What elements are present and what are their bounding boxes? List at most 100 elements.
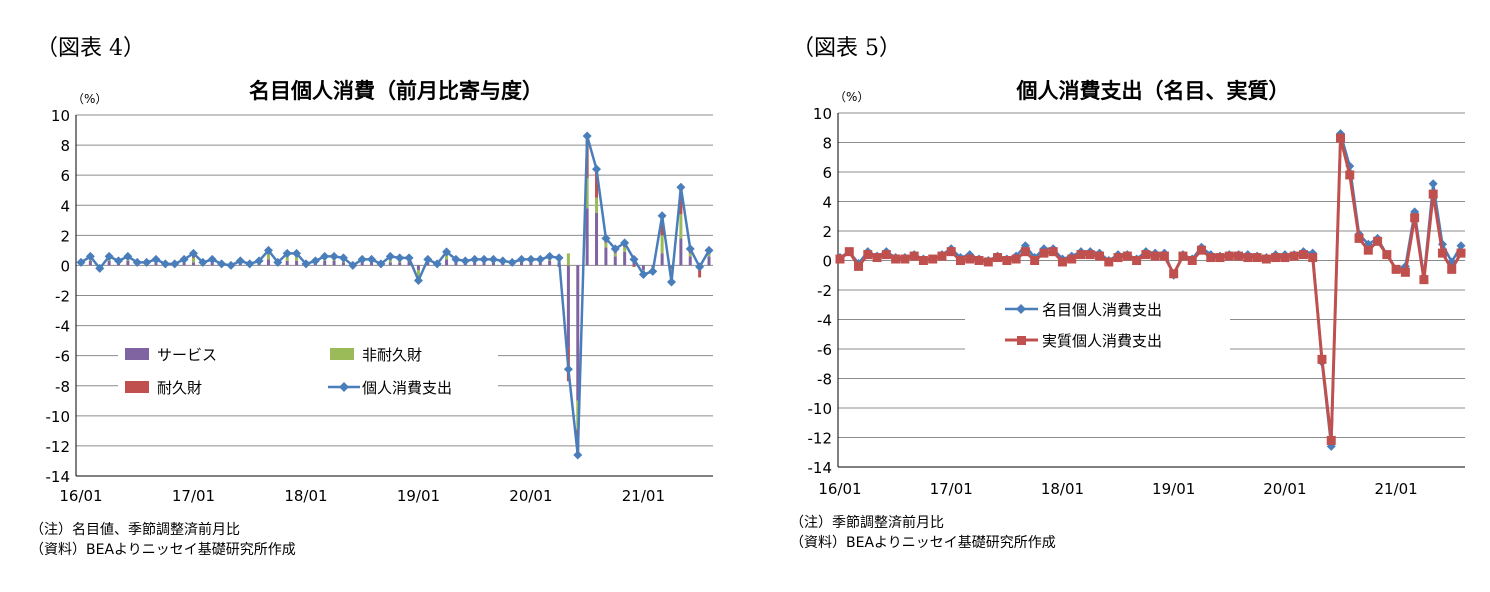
point-real (1261, 254, 1271, 264)
point-pce (301, 259, 311, 269)
legend-swatch (125, 381, 149, 393)
bar-services (182, 262, 186, 266)
point-real (881, 250, 891, 260)
bar-services (623, 251, 627, 266)
point-real (891, 254, 901, 264)
bar-services (604, 247, 608, 266)
point-pce (170, 259, 180, 269)
point-real (1382, 250, 1392, 260)
point-pce (423, 254, 433, 264)
y-tick-label: 0 (822, 253, 832, 271)
y-tick-label: -4 (55, 318, 70, 336)
point-pce (263, 245, 273, 255)
figure-label-5: （図表 5） (792, 36, 901, 61)
legend-label: 耐久財 (157, 379, 202, 397)
point-pce (85, 251, 95, 261)
point-real (955, 256, 965, 265)
point-real (1289, 251, 1299, 261)
legend-label: 実質個人消費支出 (1042, 332, 1162, 350)
point-pce (76, 257, 86, 267)
point-real (1196, 245, 1206, 255)
bar-nondurable (416, 269, 420, 276)
point-real (965, 254, 975, 264)
bar-services (707, 256, 711, 266)
series-line-real (839, 137, 1463, 441)
bar-services (670, 265, 674, 269)
bar-services (323, 260, 327, 266)
point-real (1169, 269, 1179, 279)
chart2-notes: （注）季節調整済前月比 （資料）BEAよりニッセイ基礎研究所作成 (790, 513, 1056, 553)
figure-label-4: （図表 4） (36, 36, 145, 61)
legend-label: 個人消費支出 (362, 379, 452, 397)
y-tick-label: -10 (808, 400, 833, 418)
bar-services (491, 262, 495, 266)
point-pce (592, 164, 602, 174)
y-tick-label: -4 (817, 312, 832, 330)
point-real (1132, 256, 1142, 265)
bar-services (191, 262, 195, 266)
bar-services (360, 262, 364, 266)
point-real (1345, 170, 1355, 180)
point-pce (254, 256, 264, 266)
point-real (1400, 267, 1410, 277)
point-pce (545, 251, 555, 261)
x-tick-label: 20/01 (1263, 480, 1306, 498)
point-pce (198, 257, 208, 267)
point-real (1039, 248, 1049, 258)
point-real (946, 247, 956, 257)
bar-services (426, 262, 430, 266)
point-real (844, 247, 854, 257)
point-pce (367, 254, 377, 264)
point-real (1002, 256, 1012, 265)
point-pce (620, 238, 630, 248)
y-tick-label: -2 (817, 282, 832, 300)
point-pce (226, 260, 236, 270)
bar-nondurable (285, 256, 289, 261)
point-pce (404, 253, 414, 263)
point-pce (329, 251, 339, 261)
point-pce (151, 254, 161, 264)
point-real (1243, 253, 1253, 263)
bar-services (538, 262, 542, 266)
bar-services (341, 262, 345, 266)
bar-services (660, 253, 664, 266)
point-real (928, 254, 938, 264)
bar-services (398, 262, 402, 266)
bar-services (520, 262, 524, 266)
point-pce (385, 251, 395, 261)
y-tick-label: 6 (822, 164, 832, 182)
point-real (1206, 253, 1216, 263)
bar-nondurable (688, 253, 692, 257)
legend-label: サービス (157, 346, 217, 364)
x-tick-label: 18/01 (284, 487, 327, 505)
point-pce (610, 244, 620, 254)
legend-label: 名目個人消費支出 (1042, 301, 1162, 319)
point-real (1011, 254, 1021, 264)
point-pce (517, 254, 527, 264)
bar-services (370, 262, 374, 266)
point-pce (282, 248, 292, 258)
point-real (1020, 247, 1030, 257)
chart2-source: （資料）BEAよりニッセイ基礎研究所作成 (790, 535, 1056, 551)
point-real (1234, 251, 1244, 261)
y-tick-label: 10 (813, 105, 832, 123)
bar-durable (698, 268, 702, 278)
bar-services (416, 265, 420, 270)
point-pce (657, 211, 667, 221)
point-pce (338, 253, 348, 263)
point-pce (207, 254, 217, 264)
point-pce (142, 257, 152, 267)
chart1-note: （注）名目値、季節調整済前月比 (30, 522, 240, 538)
x-tick-label: 19/01 (1152, 480, 1195, 498)
point-real (974, 256, 984, 265)
point-pce (113, 256, 123, 266)
point-real (1373, 236, 1383, 246)
x-tick-label: 18/01 (1041, 480, 1084, 498)
y-tick-label: -8 (55, 378, 70, 396)
point-pce (310, 256, 320, 266)
point-pce (629, 254, 639, 264)
point-pce (535, 254, 545, 264)
bar-durable (660, 215, 664, 236)
y-axis-unit: （%） (72, 92, 107, 106)
y-tick-label: 2 (822, 223, 832, 241)
